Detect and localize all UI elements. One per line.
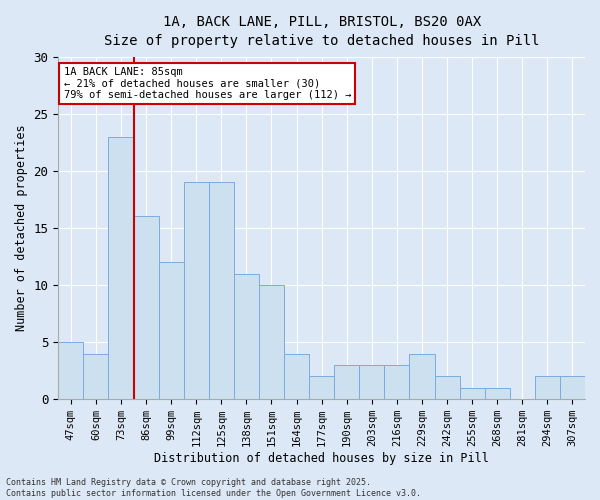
- Bar: [83, 354, 109, 399]
- Bar: [334, 365, 359, 399]
- Text: Contains HM Land Registry data © Crown copyright and database right 2025.
Contai: Contains HM Land Registry data © Crown c…: [6, 478, 421, 498]
- Title: 1A, BACK LANE, PILL, BRISTOL, BS20 0AX
Size of property relative to detached hou: 1A, BACK LANE, PILL, BRISTOL, BS20 0AX S…: [104, 15, 539, 48]
- Bar: [234, 274, 259, 399]
- Bar: [184, 182, 209, 399]
- Bar: [58, 342, 83, 399]
- Bar: [134, 216, 158, 399]
- Bar: [560, 376, 585, 399]
- Bar: [535, 376, 560, 399]
- Bar: [385, 365, 409, 399]
- Bar: [409, 354, 434, 399]
- Y-axis label: Number of detached properties: Number of detached properties: [15, 124, 28, 331]
- Bar: [284, 354, 309, 399]
- Bar: [309, 376, 334, 399]
- Bar: [209, 182, 234, 399]
- Bar: [359, 365, 385, 399]
- Text: 1A BACK LANE: 85sqm
← 21% of detached houses are smaller (30)
79% of semi-detach: 1A BACK LANE: 85sqm ← 21% of detached ho…: [64, 67, 351, 100]
- Bar: [485, 388, 510, 399]
- Bar: [460, 388, 485, 399]
- Bar: [109, 136, 134, 399]
- Bar: [434, 376, 460, 399]
- Bar: [259, 285, 284, 399]
- Bar: [158, 262, 184, 399]
- X-axis label: Distribution of detached houses by size in Pill: Distribution of detached houses by size …: [154, 452, 489, 465]
